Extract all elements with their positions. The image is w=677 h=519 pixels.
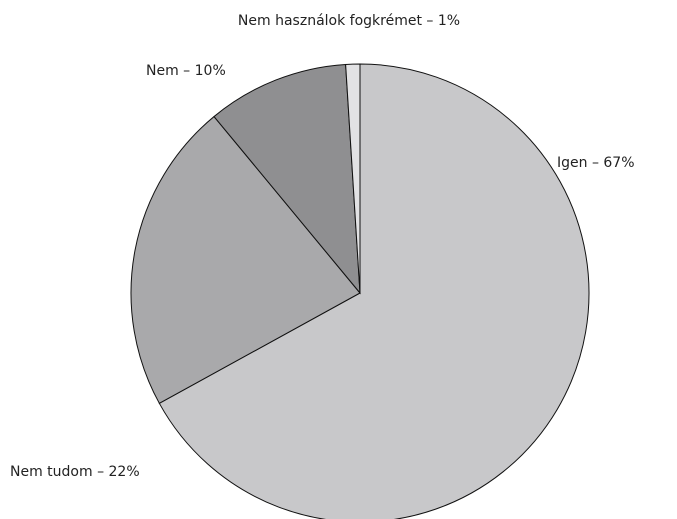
slice-label: Igen – 67% <box>557 155 635 171</box>
slice-label: Nem tudom – 22% <box>10 464 140 480</box>
pie-slice <box>130 115 361 405</box>
pie-slice <box>213 63 361 295</box>
slice-label: Nem – 10% <box>146 63 226 79</box>
pie-slice <box>345 63 361 294</box>
slice-label: Nem használok fogkrémet – 1% <box>237 13 461 29</box>
pie-slice <box>158 63 590 519</box>
